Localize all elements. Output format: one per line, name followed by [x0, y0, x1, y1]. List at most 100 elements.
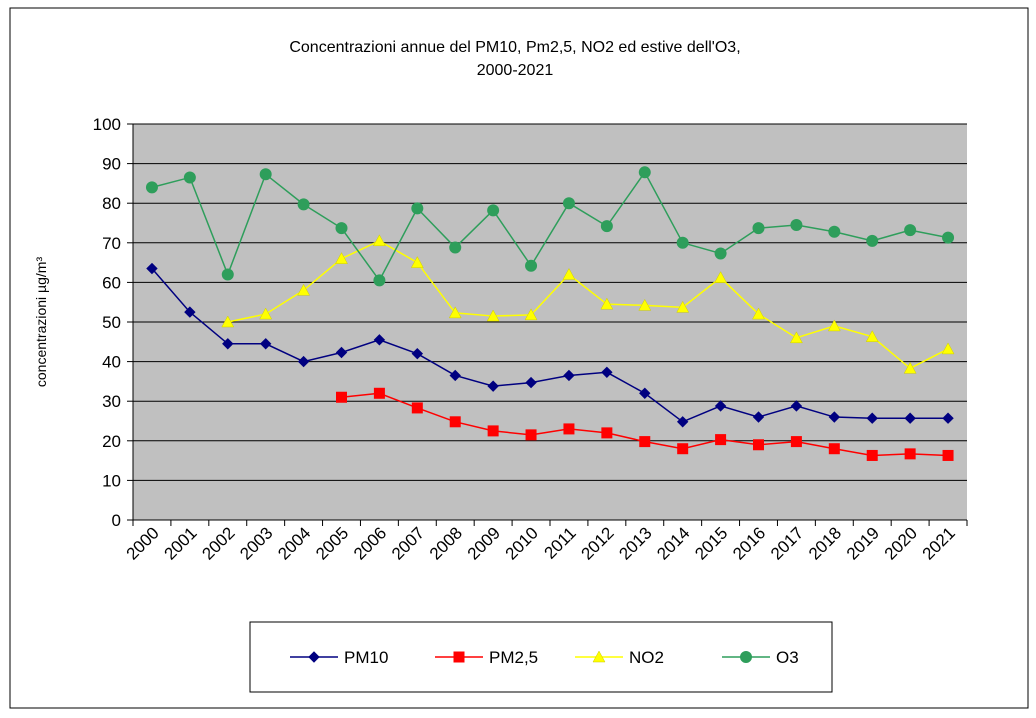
marker — [297, 198, 310, 211]
marker — [639, 436, 651, 448]
marker — [373, 334, 386, 346]
marker — [866, 412, 878, 424]
marker — [486, 309, 500, 322]
chart-title: Concentrazioni annue del PM10, Pm2,5, NO… — [289, 39, 740, 56]
marker — [677, 443, 689, 455]
y-tick-label: 40 — [102, 353, 121, 372]
marker — [676, 416, 689, 428]
marker — [525, 376, 537, 389]
marker — [487, 204, 500, 217]
marker — [183, 171, 196, 184]
y-tick-label: 80 — [102, 194, 121, 213]
marker — [336, 391, 347, 403]
y-tick-label: 70 — [102, 234, 121, 253]
marker — [297, 283, 311, 296]
marker — [449, 241, 462, 254]
marker — [904, 412, 916, 424]
y-axis-label: concentrazioni µg/m³ — [33, 257, 49, 388]
marker — [827, 319, 841, 332]
marker — [639, 387, 651, 399]
marker — [146, 262, 158, 275]
marker — [563, 423, 575, 435]
marker — [828, 411, 841, 423]
marker — [221, 268, 234, 281]
marker — [904, 224, 917, 237]
marker — [866, 449, 878, 461]
marker — [373, 387, 385, 399]
marker — [638, 166, 651, 179]
marker — [487, 380, 499, 392]
marker — [259, 307, 273, 320]
marker — [372, 234, 386, 247]
marker — [942, 449, 954, 461]
marker — [411, 402, 423, 414]
marker — [601, 427, 613, 439]
legend-label: PM2,5 — [489, 648, 538, 667]
y-tick-label: 50 — [102, 313, 121, 332]
marker — [562, 267, 576, 280]
y-tick-label: 90 — [102, 155, 121, 174]
marker — [789, 331, 803, 344]
marker — [904, 448, 916, 460]
marker — [866, 234, 879, 247]
marker — [790, 218, 803, 231]
marker — [259, 168, 272, 181]
marker — [942, 231, 955, 244]
y-tick-label: 0 — [112, 511, 121, 530]
marker — [453, 651, 465, 663]
marker — [752, 307, 765, 320]
legend-label: NO2 — [629, 648, 664, 667]
marker — [740, 651, 752, 663]
marker — [411, 202, 424, 215]
marker — [562, 197, 575, 210]
marker — [335, 222, 348, 235]
marker — [297, 355, 310, 368]
marker — [752, 411, 765, 423]
marker — [222, 338, 234, 350]
marker — [714, 247, 727, 260]
marker — [714, 400, 727, 412]
line — [151, 170, 949, 282]
marker — [410, 256, 424, 268]
line — [227, 239, 949, 370]
marker — [790, 400, 803, 412]
marker — [449, 369, 461, 382]
marker — [865, 330, 879, 342]
marker — [676, 236, 689, 249]
marker — [184, 306, 196, 318]
y-tick-label: 100 — [93, 115, 121, 134]
line — [151, 268, 949, 423]
marker — [487, 425, 499, 437]
marker — [638, 298, 652, 311]
marker — [941, 342, 955, 355]
marker — [524, 308, 538, 321]
marker — [221, 315, 235, 328]
marker — [259, 338, 272, 350]
marker — [308, 651, 320, 663]
marker — [903, 361, 917, 374]
y-tick-label: 60 — [102, 273, 121, 292]
marker — [600, 297, 614, 310]
marker — [601, 366, 613, 378]
legend-label: O3 — [776, 648, 799, 667]
legend-label: PM10 — [344, 648, 388, 667]
marker — [335, 252, 348, 264]
marker — [449, 416, 461, 428]
y-tick-label: 20 — [102, 432, 121, 451]
marker — [676, 300, 690, 313]
marker — [714, 271, 728, 283]
marker — [335, 346, 348, 359]
marker — [145, 181, 158, 194]
marker — [600, 220, 613, 233]
marker — [563, 369, 575, 382]
marker — [753, 439, 764, 451]
marker — [525, 259, 538, 272]
marker — [752, 222, 765, 235]
y-tick-label: 30 — [102, 392, 121, 411]
marker — [828, 443, 840, 455]
marker — [411, 347, 424, 360]
chart-title: 2000-2021 — [477, 62, 554, 79]
marker — [828, 225, 841, 238]
marker — [715, 434, 727, 446]
